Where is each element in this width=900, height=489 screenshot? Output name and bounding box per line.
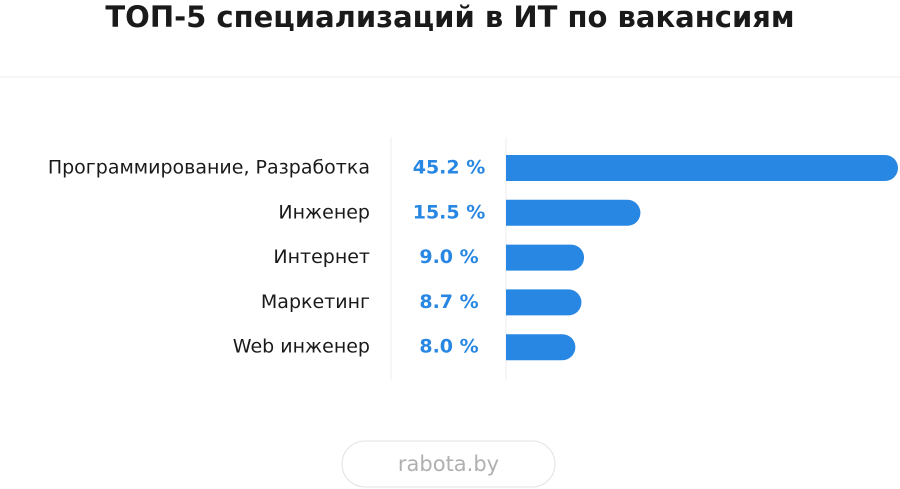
category-label: Программирование, Разработка — [48, 157, 370, 179]
bar — [506, 244, 585, 271]
value-label: 8.0 % — [419, 336, 478, 358]
bar — [506, 155, 898, 181]
category-label: Интернет — [273, 246, 370, 268]
source-pill — [341, 440, 556, 488]
value-label: 45.2 % — [413, 157, 486, 179]
bar — [506, 334, 576, 361]
category-label: Маркетинг — [261, 291, 370, 313]
bar — [506, 199, 641, 226]
value-label: 15.5 % — [413, 201, 486, 223]
chart-title: ТОП-5 специализаций в ИТ по вакансиям — [105, 0, 794, 34]
value-label: 8.7 % — [419, 291, 478, 313]
source: rabota.by — [398, 452, 499, 476]
value-label: 9.0 % — [419, 246, 478, 268]
category-label: Web инженер — [233, 336, 370, 358]
bar — [506, 289, 582, 316]
category-label: Инженер — [278, 201, 370, 223]
